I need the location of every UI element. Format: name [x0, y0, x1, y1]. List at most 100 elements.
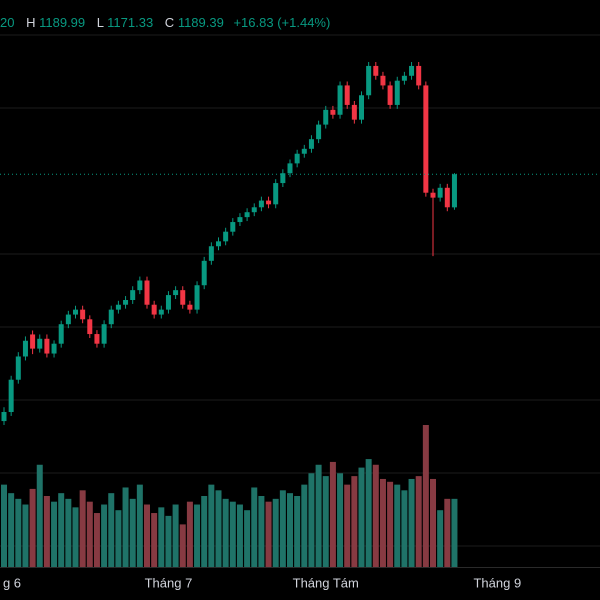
open-fragment: 20 — [0, 15, 14, 30]
candle-body — [101, 324, 107, 344]
candle-body — [251, 207, 257, 213]
volume-bar — [51, 501, 58, 567]
volume-bar — [401, 490, 408, 567]
volume-bar — [451, 498, 458, 567]
close-key: C — [165, 15, 174, 30]
candle-body — [223, 231, 229, 242]
candle-body — [423, 85, 429, 193]
volume-bar — [201, 496, 208, 567]
candle-body — [208, 246, 214, 261]
volume-bar — [351, 476, 358, 567]
x-tick-label: Tháng 9 — [473, 575, 521, 590]
candle-body — [437, 187, 443, 198]
volume-bar — [58, 493, 65, 567]
volume-bar — [437, 510, 444, 567]
candle-body — [337, 85, 343, 115]
volume-bar — [301, 484, 308, 567]
header: 20 H 1189.99 L 1171.33 C 1189.39 +16.83 … — [0, 15, 330, 30]
volume-bar — [72, 507, 79, 567]
candle-body — [87, 319, 93, 335]
volume-bar — [294, 496, 301, 567]
volume-bar — [144, 504, 150, 567]
candle-body — [287, 163, 293, 174]
low-text: 1171.33 — [107, 15, 153, 30]
volume-bar — [387, 481, 394, 567]
volume-bar — [372, 464, 379, 567]
candle-body — [380, 75, 386, 86]
volume-bar — [93, 513, 100, 567]
volume-bar — [322, 476, 329, 567]
candle-body — [22, 340, 28, 357]
candle-body — [80, 309, 86, 320]
candle-body — [294, 153, 300, 164]
candle-body — [15, 356, 21, 380]
volume-bar — [179, 524, 186, 567]
candle-body — [44, 338, 50, 354]
volume-bar — [108, 493, 115, 567]
volume-bar — [308, 473, 315, 567]
x-tick-label: g 6 — [3, 575, 21, 590]
candle-body — [216, 241, 221, 247]
volume-bar — [186, 501, 193, 567]
low-key: L — [97, 15, 104, 30]
volume-bar — [136, 484, 143, 567]
volume-bar — [379, 478, 386, 567]
candle-body — [1, 412, 7, 422]
volume-bar — [194, 504, 201, 567]
volume-bar — [222, 498, 229, 567]
candle-body — [173, 290, 179, 296]
candle-body — [158, 309, 164, 315]
candle-body — [387, 85, 393, 105]
candle-body — [330, 109, 336, 115]
volume-bar — [265, 501, 272, 567]
volume-bar — [208, 484, 215, 567]
volume-bar — [172, 504, 179, 567]
candle-body — [115, 304, 121, 310]
volume-bar — [329, 461, 336, 567]
candle-body — [151, 304, 157, 315]
x-tick-label: Tháng Tám — [293, 575, 359, 590]
candle-body — [144, 280, 150, 305]
candle-body — [366, 65, 372, 96]
candle-body — [273, 183, 279, 205]
volume-bar — [15, 498, 22, 567]
volume-bar — [394, 484, 401, 567]
candle-body — [394, 80, 400, 105]
candle-body — [37, 338, 43, 349]
candle-body — [266, 200, 272, 205]
candle-body — [344, 85, 350, 105]
grid — [0, 34, 600, 547]
volume-bar — [129, 498, 136, 567]
candle-body — [323, 109, 329, 125]
candle-body — [359, 95, 364, 120]
volume-bar — [444, 498, 451, 567]
volume-bar — [101, 504, 108, 567]
high-key: H — [26, 15, 35, 30]
candle-body — [308, 139, 314, 149]
candle-body — [194, 285, 200, 310]
volume-bar — [165, 515, 172, 567]
volume-bar — [79, 490, 86, 567]
volume-bar — [151, 513, 158, 567]
volume-bar — [36, 464, 43, 567]
candle-body — [73, 309, 78, 315]
candle-body — [409, 65, 415, 76]
candle-body — [401, 75, 407, 81]
volume-bar — [236, 504, 243, 567]
candle-body — [123, 299, 129, 305]
volume-bar — [43, 496, 50, 567]
candle-body — [301, 148, 307, 154]
x-tick-label: Tháng 7 — [145, 575, 193, 590]
candle-body — [65, 314, 71, 325]
candle-body — [244, 212, 250, 218]
candle-body — [58, 324, 64, 344]
candle-body — [237, 217, 243, 223]
candle-body — [108, 309, 114, 325]
volume-bar — [215, 490, 222, 567]
volume-bar — [344, 484, 351, 567]
candle-body — [280, 173, 286, 184]
high-text: 1189.99 — [39, 15, 85, 30]
volume-bar — [279, 490, 286, 567]
volume-bar — [1, 484, 7, 567]
